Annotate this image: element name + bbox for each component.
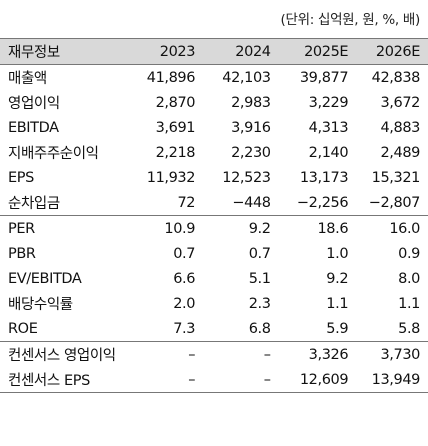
cell: 41,896 xyxy=(146,69,196,86)
cell: 9.2 xyxy=(203,215,279,241)
row-label: 지배주주순이익 xyxy=(8,146,99,162)
cell: 4,883 xyxy=(380,119,420,136)
cell: 10.9 xyxy=(123,215,204,241)
cell: 13,949 xyxy=(356,367,428,393)
row-label: 영업이익 xyxy=(8,96,60,112)
cell: 7.3 xyxy=(173,320,196,337)
table-row: 지배주주순이익 2,218 2,230 2,140 2,489 xyxy=(0,140,428,165)
row-label: PER xyxy=(0,215,124,241)
cell: 11,932 xyxy=(146,169,196,186)
cell: 18.6 xyxy=(278,215,357,241)
table-row: ROE 7.3 6.8 5.9 5.8 xyxy=(0,316,428,342)
table-row: PER 10.9 9.2 18.6 16.0 xyxy=(0,215,428,241)
table-row: PBR 0.7 0.7 1.0 0.9 xyxy=(0,241,428,266)
cell: 12,609 xyxy=(278,367,357,393)
cell: 1.0 xyxy=(326,245,349,262)
cell: 2.3 xyxy=(248,295,271,312)
cell: 2,983 xyxy=(231,94,271,111)
row-label: 배당수익률 xyxy=(8,297,73,313)
table-row: 영업이익 2,870 2,983 3,229 3,672 xyxy=(0,90,428,115)
cell: 8.0 xyxy=(398,270,420,287)
cell: 5.9 xyxy=(326,320,349,337)
table-row: EPS 11,932 12,523 13,173 15,321 xyxy=(0,165,428,190)
cell: 42,838 xyxy=(371,69,421,86)
cell: 4,313 xyxy=(308,119,349,136)
cell: 3,326 xyxy=(278,341,357,367)
table-row: EBITDA 3,691 3,916 4,313 4,883 xyxy=(0,115,428,140)
cell: 2,230 xyxy=(231,144,271,161)
cell: 0.7 xyxy=(248,245,271,262)
header-2025e: 2025E xyxy=(278,38,357,65)
table-row: 순차입금 72 −448 −2,256 −2,807 xyxy=(0,190,428,216)
unit-note: (단위: 십억원, 원, %, 배) xyxy=(280,12,421,28)
cell: −448 xyxy=(232,194,271,211)
cell: 5.8 xyxy=(398,320,420,337)
table-row: 컨센서스 영업이익 – – 3,326 3,730 xyxy=(0,341,428,367)
cell: – xyxy=(123,367,204,393)
row-label: PBR xyxy=(8,245,36,262)
cell: 15,321 xyxy=(371,169,421,186)
row-label: EPS xyxy=(8,169,34,186)
cell: 1.1 xyxy=(398,295,420,312)
cell: 72 xyxy=(177,194,196,211)
table-row: 배당수익률 2.0 2.3 1.1 1.1 xyxy=(0,291,428,316)
table-row: 매출액 41,896 42,103 39,877 42,838 xyxy=(0,65,428,91)
cell: 0.9 xyxy=(398,245,420,262)
financial-table: 재무정보 2023 2024 2025E 2026E 매출액 41,896 42… xyxy=(0,38,428,393)
cell: 3,730 xyxy=(356,341,428,367)
table-row: 컨센서스 EPS – – 12,609 13,949 xyxy=(0,367,428,393)
cell: 2,218 xyxy=(155,144,196,161)
cell: 9.2 xyxy=(326,270,349,287)
cell: – xyxy=(203,341,279,367)
header-label: 재무정보 xyxy=(0,38,124,65)
cell: −2,256 xyxy=(296,194,349,211)
row-label: 컨센서스 EPS xyxy=(0,367,124,393)
cell: 39,877 xyxy=(299,69,349,86)
cell: 2,870 xyxy=(155,94,196,111)
cell: 1.1 xyxy=(326,295,349,312)
cell: – xyxy=(203,367,279,393)
cell: 3,916 xyxy=(231,119,271,136)
cell: −2,807 xyxy=(368,194,421,211)
row-label: 순차입금 xyxy=(8,196,60,212)
row-label: 컨센서스 영업이익 xyxy=(0,341,124,367)
cell: 3,691 xyxy=(155,119,196,136)
cell: – xyxy=(123,341,204,367)
cell: 16.0 xyxy=(356,215,428,241)
cell: 2.0 xyxy=(173,295,196,312)
row-label: 매출액 xyxy=(8,71,47,87)
header-2023: 2023 xyxy=(123,38,204,65)
cell: 2,140 xyxy=(308,144,349,161)
header-2026e: 2026E xyxy=(356,38,428,65)
row-label: EBITDA xyxy=(8,119,59,136)
cell: 3,229 xyxy=(308,94,349,111)
cell: 13,173 xyxy=(299,169,349,186)
table-header-row: 재무정보 2023 2024 2025E 2026E xyxy=(0,38,428,65)
cell: 6.8 xyxy=(248,320,271,337)
cell: 6.6 xyxy=(173,270,196,287)
cell: 2,489 xyxy=(380,144,420,161)
cell: 5.1 xyxy=(248,270,271,287)
cell: 3,672 xyxy=(380,94,420,111)
row-label: ROE xyxy=(8,320,38,337)
table-row: EV/EBITDA 6.6 5.1 9.2 8.0 xyxy=(0,266,428,291)
cell: 42,103 xyxy=(222,69,271,86)
row-label: EV/EBITDA xyxy=(8,270,82,287)
cell: 12,523 xyxy=(222,169,271,186)
header-2024: 2024 xyxy=(203,38,279,65)
cell: 0.7 xyxy=(173,245,196,262)
